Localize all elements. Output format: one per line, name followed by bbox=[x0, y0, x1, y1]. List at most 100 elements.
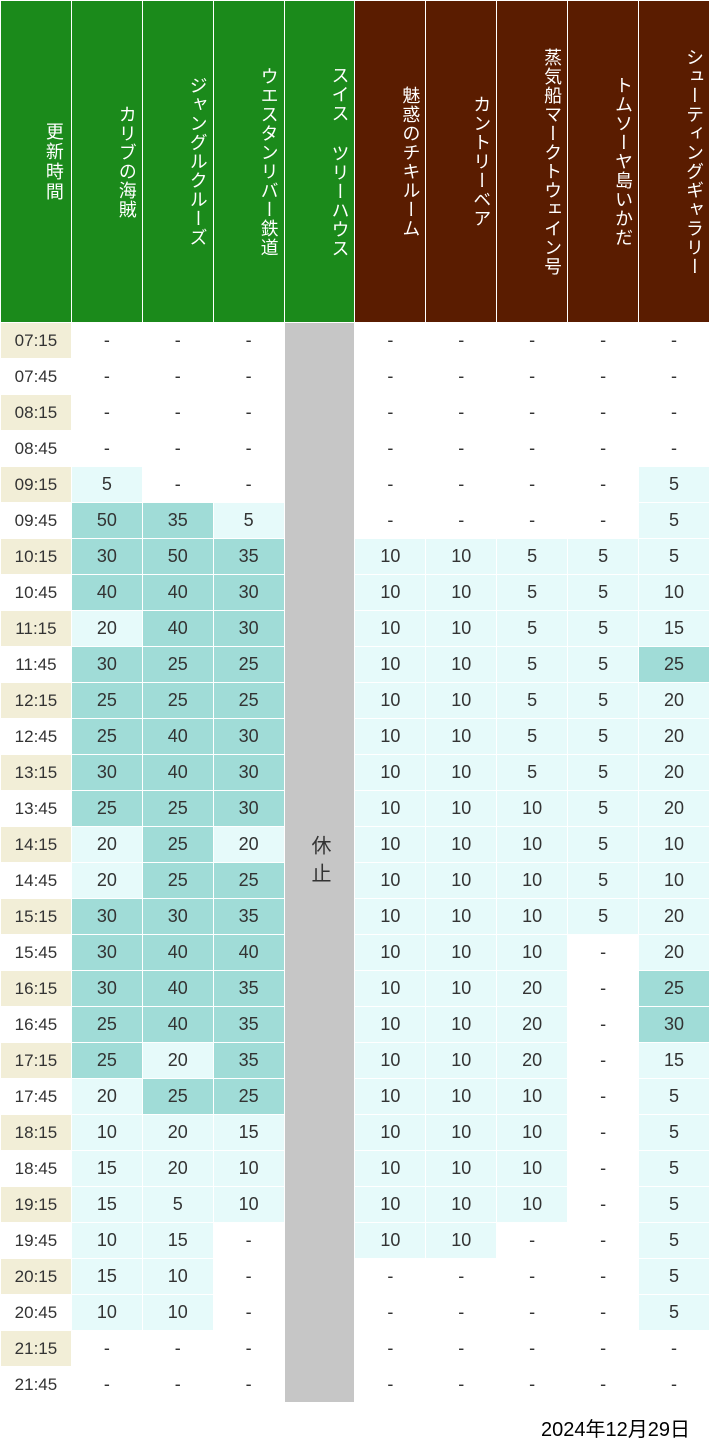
attraction-header-0: カリブの海賊 bbox=[71, 1, 142, 323]
table-row: 21:45-------- bbox=[1, 1367, 710, 1403]
wait-cell: 10 bbox=[355, 1151, 426, 1187]
wait-cell: 20 bbox=[142, 1115, 213, 1151]
wait-cell: 5 bbox=[497, 719, 568, 755]
wait-cell: 10 bbox=[426, 575, 497, 611]
wait-cell: 25 bbox=[71, 683, 142, 719]
wait-cell: 20 bbox=[71, 611, 142, 647]
table-row: 16:15304035101020-25 bbox=[1, 971, 710, 1007]
table-row: 08:15-------- bbox=[1, 395, 710, 431]
table-row: 07:45-------- bbox=[1, 359, 710, 395]
wait-cell: - bbox=[568, 1151, 639, 1187]
wait-cell: - bbox=[213, 395, 284, 431]
time-cell: 13:15 bbox=[1, 755, 72, 791]
wait-cell: 30 bbox=[213, 755, 284, 791]
wait-cell: - bbox=[568, 1043, 639, 1079]
time-cell: 20:15 bbox=[1, 1259, 72, 1295]
wait-cell: 15 bbox=[142, 1223, 213, 1259]
wait-cell: 25 bbox=[71, 1043, 142, 1079]
wait-cell: 30 bbox=[213, 611, 284, 647]
wait-cell: 10 bbox=[426, 863, 497, 899]
table-row: 21:15-------- bbox=[1, 1331, 710, 1367]
wait-cell: 10 bbox=[426, 1007, 497, 1043]
wait-cell: - bbox=[355, 1295, 426, 1331]
table-row: 20:151510-----5 bbox=[1, 1259, 710, 1295]
wait-cell: 10 bbox=[426, 647, 497, 683]
wait-cell: 20 bbox=[497, 971, 568, 1007]
table-row: 09:155------5 bbox=[1, 467, 710, 503]
table-row: 14:45202525101010510 bbox=[1, 863, 710, 899]
wait-cell: 30 bbox=[142, 899, 213, 935]
wait-cell: 40 bbox=[142, 1007, 213, 1043]
wait-cell: - bbox=[71, 431, 142, 467]
time-cell: 18:45 bbox=[1, 1151, 72, 1187]
wait-cell: 40 bbox=[142, 755, 213, 791]
time-cell: 10:45 bbox=[1, 575, 72, 611]
wait-cell: - bbox=[497, 431, 568, 467]
wait-cell: 10 bbox=[426, 1223, 497, 1259]
wait-cell: - bbox=[497, 323, 568, 359]
wait-cell: 10 bbox=[355, 827, 426, 863]
time-cell: 14:45 bbox=[1, 863, 72, 899]
time-cell: 10:15 bbox=[1, 539, 72, 575]
table-row: 19:451015-1010--5 bbox=[1, 1223, 710, 1259]
wait-cell: 5 bbox=[213, 503, 284, 539]
wait-cell: 5 bbox=[568, 827, 639, 863]
wait-cell: 5 bbox=[639, 1223, 710, 1259]
wait-cell: - bbox=[568, 1367, 639, 1403]
wait-cell: 10 bbox=[497, 863, 568, 899]
wait-cell: - bbox=[142, 467, 213, 503]
wait-cell: - bbox=[213, 1331, 284, 1367]
wait-cell: 10 bbox=[426, 791, 497, 827]
wait-cell: 10 bbox=[355, 971, 426, 1007]
wait-cell: 20 bbox=[71, 827, 142, 863]
wait-cell: - bbox=[639, 395, 710, 431]
attraction-header-4: 魅惑のチキルーム bbox=[355, 1, 426, 323]
wait-cell: 5 bbox=[497, 611, 568, 647]
wait-cell: 35 bbox=[213, 539, 284, 575]
wait-cell: 40 bbox=[142, 719, 213, 755]
wait-cell: - bbox=[639, 359, 710, 395]
wait-cell: - bbox=[639, 431, 710, 467]
wait-cell: - bbox=[639, 323, 710, 359]
time-cell: 12:15 bbox=[1, 683, 72, 719]
wait-cell: - bbox=[497, 503, 568, 539]
table-row: 20:451010-----5 bbox=[1, 1295, 710, 1331]
wait-cell: 5 bbox=[639, 503, 710, 539]
wait-cell: 35 bbox=[213, 899, 284, 935]
wait-cell: 10 bbox=[426, 935, 497, 971]
wait-cell: 40 bbox=[142, 611, 213, 647]
wait-cell: 10 bbox=[71, 1115, 142, 1151]
wait-cell: 25 bbox=[71, 719, 142, 755]
wait-cell: 25 bbox=[142, 1079, 213, 1115]
wait-cell: 10 bbox=[639, 827, 710, 863]
table-body: 07:15---休止-----07:45--------08:15-------… bbox=[1, 323, 710, 1403]
wait-cell: 35 bbox=[213, 1007, 284, 1043]
time-cell: 15:45 bbox=[1, 935, 72, 971]
wait-cell: 10 bbox=[355, 899, 426, 935]
wait-cell: 30 bbox=[71, 899, 142, 935]
wait-cell: - bbox=[568, 1079, 639, 1115]
wait-cell: - bbox=[639, 1331, 710, 1367]
wait-cell: 15 bbox=[71, 1259, 142, 1295]
time-cell: 07:15 bbox=[1, 323, 72, 359]
wait-cell: 40 bbox=[142, 935, 213, 971]
wait-cell: 35 bbox=[213, 971, 284, 1007]
time-cell: 11:15 bbox=[1, 611, 72, 647]
wait-cell: 5 bbox=[639, 1115, 710, 1151]
wait-cell: - bbox=[497, 1223, 568, 1259]
time-cell: 14:15 bbox=[1, 827, 72, 863]
wait-cell: 10 bbox=[426, 683, 497, 719]
header-row: 更新時間カリブの海賊ジャングルクルーズウエスタンリバー鉄道スイス ツリーハウス魅… bbox=[1, 1, 710, 323]
wait-cell: 35 bbox=[213, 1043, 284, 1079]
table-row: 12:1525252510105520 bbox=[1, 683, 710, 719]
wait-cell: 5 bbox=[497, 647, 568, 683]
wait-cell: - bbox=[426, 1331, 497, 1367]
time-cell: 08:45 bbox=[1, 431, 72, 467]
wait-cell: 10 bbox=[426, 1115, 497, 1151]
wait-cell: - bbox=[426, 431, 497, 467]
wait-cell: 10 bbox=[497, 899, 568, 935]
time-cell: 09:45 bbox=[1, 503, 72, 539]
wait-cell: 50 bbox=[142, 539, 213, 575]
wait-cell: 5 bbox=[568, 791, 639, 827]
time-cell: 19:45 bbox=[1, 1223, 72, 1259]
